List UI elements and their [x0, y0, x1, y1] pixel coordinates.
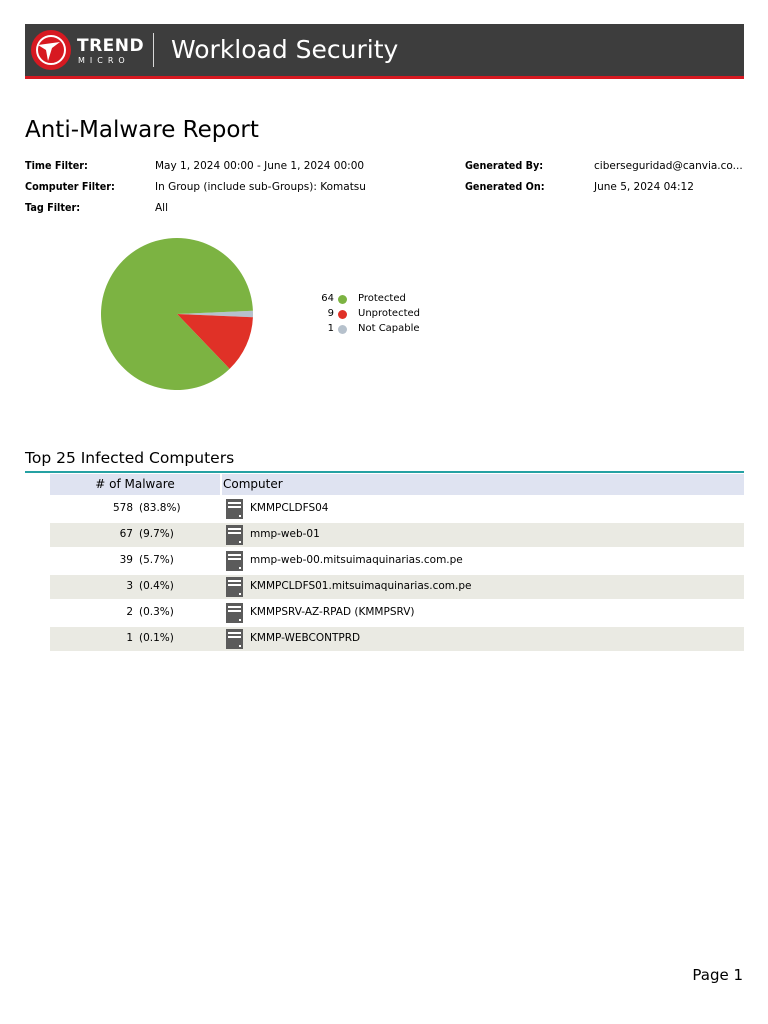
protection-pie-chart	[101, 238, 253, 390]
legend-label: Not Capable	[358, 323, 420, 334]
generated-on-label: Generated On:	[465, 181, 545, 193]
table-row: 39 (5.7%) mmp-web-00.mitsuimaquinarias.c…	[50, 549, 744, 573]
infected-computers-table: # of Malware Computer 578 (83.8%) KMMPCL…	[50, 474, 744, 651]
page-number: Page 1	[692, 966, 743, 984]
computer-name: mmp-web-01	[250, 528, 320, 540]
computer-name: KMMPCLDFS01.mitsuimaquinarias.com.pe	[250, 580, 472, 592]
brand-sub: MICRO	[78, 56, 130, 65]
computer-name: KMMPSRV-AZ-RPAD (KMMPSRV)	[250, 606, 415, 618]
generated-on-value: June 5, 2024 04:12	[594, 181, 694, 193]
section-divider	[25, 471, 744, 473]
computer-name: KMMPCLDFS04	[250, 502, 329, 514]
server-icon	[226, 525, 243, 545]
legend-item-not-capable: 1 Not Capable	[300, 322, 460, 337]
legend-dot-icon	[338, 310, 347, 319]
tag-filter-value: All	[155, 202, 169, 214]
pie-slice-protected	[101, 238, 253, 390]
banner-divider	[153, 33, 154, 67]
legend-dot-icon	[338, 295, 347, 304]
malware-percent: (5.7%)	[139, 554, 174, 566]
product-name: Workload Security	[171, 35, 399, 64]
table-row: 1 (0.1%) KMMP-WEBCONTPRD	[50, 627, 744, 651]
computer-name: mmp-web-00.mitsuimaquinarias.com.pe	[250, 554, 463, 566]
time-filter-value: May 1, 2024 00:00 - June 1, 2024 00:00	[155, 160, 365, 172]
pie-slice-not-capable	[177, 310, 253, 318]
malware-count: 3	[126, 580, 133, 592]
generated-by-label: Generated By:	[465, 160, 544, 172]
pie-legend: 64 Protected 9 Unprotected 1 Not Capable	[300, 292, 460, 337]
tag-filter-label: Tag Filter:	[25, 202, 81, 214]
malware-percent: (0.3%)	[139, 606, 174, 618]
server-icon	[226, 499, 243, 519]
server-icon	[226, 603, 243, 623]
computer-name: KMMP-WEBCONTPRD	[250, 632, 361, 644]
malware-count: 1	[126, 632, 133, 644]
server-icon	[226, 577, 243, 597]
server-icon	[226, 551, 243, 571]
malware-percent: (0.4%)	[139, 580, 174, 592]
malware-percent: (83.8%)	[139, 502, 181, 514]
column-header-computer: Computer	[223, 477, 283, 491]
server-icon	[226, 629, 243, 649]
report-title: Anti-Malware Report	[25, 117, 259, 143]
table-row: 2 (0.3%) KMMPSRV-AZ-RPAD (KMMPSRV)	[50, 601, 744, 625]
malware-percent: (0.1%)	[139, 632, 174, 644]
header-banner: TREND MICRO Workload Security	[25, 24, 744, 79]
legend-item-protected: 64 Protected	[300, 292, 460, 307]
table-row: 67 (9.7%) mmp-web-01	[50, 523, 744, 547]
column-header-malware-count: # of Malware	[95, 477, 175, 491]
computer-filter-label: Computer Filter:	[25, 181, 115, 193]
legend-label: Unprotected	[358, 308, 421, 319]
table-header: # of Malware Computer	[50, 474, 744, 495]
malware-count: 67	[119, 528, 133, 540]
legend-item-unprotected: 9 Unprotected	[300, 307, 460, 322]
malware-count: 39	[119, 554, 133, 566]
legend-dot-icon	[338, 325, 347, 334]
table-row: 578 (83.8%) KMMPCLDFS04	[50, 497, 744, 521]
table-row: 3 (0.4%) KMMPCLDFS01.mitsuimaquinarias.c…	[50, 575, 744, 599]
malware-percent: (9.7%)	[139, 528, 174, 540]
legend-count: 9	[327, 308, 334, 319]
column-separator	[220, 474, 222, 495]
brand-name: TREND	[77, 36, 145, 56]
pie-slice-unprotected	[177, 314, 253, 369]
computer-filter-value: In Group (include sub-Groups): Komatsu	[155, 181, 366, 193]
time-filter-label: Time Filter:	[25, 160, 88, 172]
trend-micro-logo-icon	[31, 30, 71, 70]
legend-label: Protected	[358, 293, 406, 304]
legend-count: 64	[321, 293, 334, 304]
malware-count: 578	[112, 502, 133, 514]
generated-by-value: ciberseguridad@canvia.co...	[594, 160, 743, 172]
legend-count: 1	[327, 323, 334, 334]
section-title: Top 25 Infected Computers	[25, 449, 235, 467]
malware-count: 2	[126, 606, 133, 618]
